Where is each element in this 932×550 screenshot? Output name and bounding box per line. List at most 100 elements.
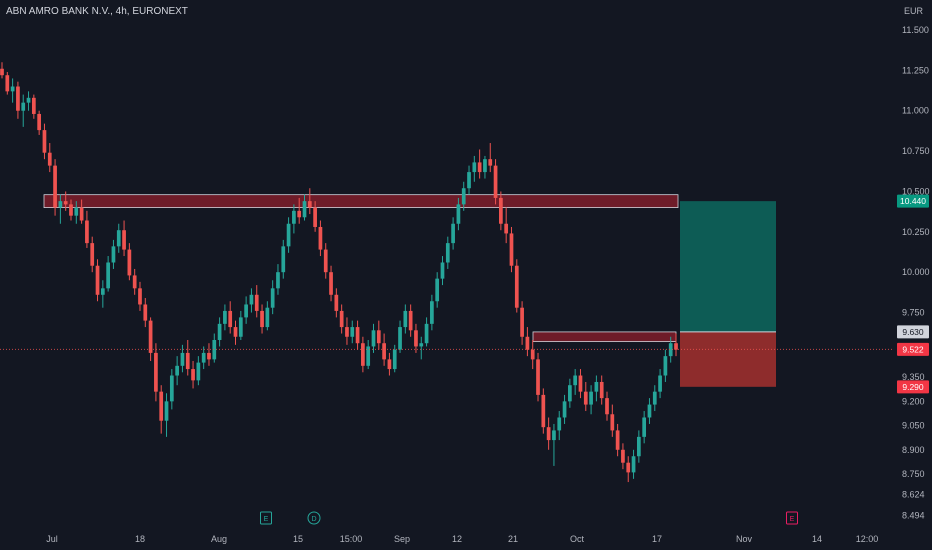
candle-body [90, 243, 95, 266]
x-tick-label: Oct [570, 534, 585, 544]
candle-body [164, 401, 169, 421]
candle-body [85, 220, 89, 244]
candle-body [419, 343, 424, 347]
candle-body [361, 343, 365, 366]
candle-body [456, 204, 461, 224]
chart-title: ABN AMRO BANK N.V., 4h, EURONEXT [6, 6, 188, 17]
candle-body [244, 304, 248, 318]
y-tick-label: 10.000 [902, 267, 930, 277]
candle-body [610, 414, 615, 431]
price-badge [897, 194, 929, 208]
earnings-event-marker[interactable] [786, 511, 798, 525]
candle-body [10, 86, 15, 92]
event-label: E [790, 516, 795, 523]
candle-body [260, 310, 264, 328]
candle-body [376, 330, 381, 344]
candle-body [16, 86, 20, 111]
candle-body [605, 398, 609, 415]
candle-body [334, 294, 339, 311]
candle-body [366, 346, 371, 366]
candle-body [249, 294, 254, 305]
candle-body [95, 265, 100, 295]
candle-body [520, 307, 524, 337]
candle-body [286, 223, 291, 247]
candle-body [408, 310, 413, 331]
candle-body [318, 226, 323, 250]
candle-body [5, 75, 10, 92]
candle-body [276, 272, 280, 289]
candle-body [578, 375, 583, 392]
candle-body [26, 97, 31, 103]
candle-body [509, 233, 514, 266]
candle-body [430, 301, 434, 324]
candle-body [329, 272, 333, 295]
candle-body [382, 343, 386, 360]
event-label: E [264, 516, 269, 523]
candle-body [169, 375, 174, 402]
position-stop-area[interactable] [680, 331, 776, 387]
candle-body [387, 359, 392, 370]
price-badge-label: 9.522 [902, 344, 924, 354]
candle-body [525, 336, 530, 350]
candle-body [69, 204, 73, 216]
price-badge-label: 9.290 [902, 382, 924, 392]
candle-body [663, 356, 668, 376]
candle-body [37, 113, 42, 131]
candle-body [63, 201, 68, 205]
y-tick-label: 9.200 [902, 396, 925, 406]
candle-body [493, 165, 498, 198]
candle-body [74, 207, 79, 216]
candle-body [180, 352, 185, 366]
candle-body [557, 417, 562, 431]
candle-body [148, 320, 153, 353]
candle-body [583, 391, 588, 405]
candle-body [47, 152, 52, 166]
candle-body [302, 201, 307, 218]
candle-body [472, 162, 477, 173]
position-target-area[interactable] [680, 201, 776, 332]
resistance-zone[interactable] [43, 194, 679, 209]
candle-body [58, 201, 63, 208]
candle-body [424, 323, 429, 344]
y-tick-label: 8.750 [902, 469, 925, 479]
candle-body [647, 404, 652, 418]
candle-body [185, 352, 190, 370]
x-tick-label: Sep [394, 534, 410, 544]
y-tick-label: 11.000 [902, 106, 929, 116]
candle-body [191, 369, 195, 381]
price-badge [897, 380, 929, 394]
candle-body [562, 401, 567, 418]
candle-body [615, 430, 620, 450]
candle-body [440, 262, 445, 279]
candle-body [0, 68, 4, 76]
x-tick-label: Nov [736, 534, 753, 544]
candle-body [621, 449, 625, 463]
candle-body [175, 365, 179, 376]
candle-body [323, 249, 328, 273]
candle-body [223, 310, 227, 324]
resistance-zone[interactable] [532, 331, 677, 343]
candle-body [414, 330, 418, 347]
candle-body [281, 246, 286, 273]
candle-body [270, 288, 275, 308]
candle-body [106, 262, 110, 289]
candle-body [631, 456, 636, 473]
candle-body [499, 197, 503, 224]
candle-body [461, 188, 466, 205]
candle-body [546, 427, 551, 441]
candle-body [504, 223, 509, 234]
x-tick-label: Aug [211, 534, 227, 544]
x-tick-label: 21 [508, 534, 518, 544]
price-badge-label: 9.630 [902, 327, 924, 337]
y-tick-label: 10.250 [902, 227, 930, 237]
earnings-event-marker[interactable] [260, 511, 272, 525]
candle-body [674, 343, 678, 350]
dividend-event-marker[interactable] [307, 511, 321, 525]
candle-body [355, 327, 360, 344]
candle-body [154, 352, 158, 392]
candle-body [111, 246, 116, 263]
candle-body [307, 201, 312, 208]
candle-body [398, 327, 402, 350]
event-label: D [311, 516, 316, 523]
